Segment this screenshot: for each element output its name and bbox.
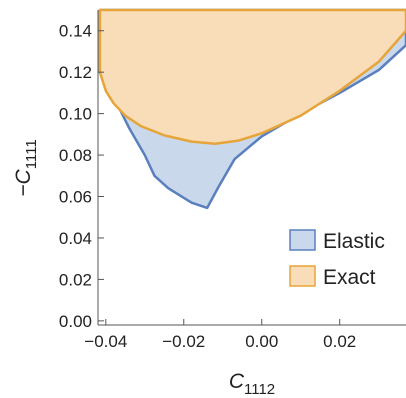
x-tick-label: 0.00 bbox=[245, 332, 278, 351]
y-tick-label: 0.12 bbox=[59, 63, 92, 82]
y-tick-label: 0.08 bbox=[59, 146, 92, 165]
y-tick-label: 0.04 bbox=[59, 229, 92, 248]
y-tick-label: 0.06 bbox=[59, 188, 92, 207]
legend: Elastic Exact bbox=[289, 229, 385, 289]
x-axis-label: C1112 bbox=[229, 370, 275, 398]
legend-label-exact: Exact bbox=[323, 266, 376, 289]
legend-swatch-exact bbox=[289, 265, 316, 287]
legend-label-elastic: Elastic bbox=[323, 230, 385, 253]
x-ticks: −0.04 −0.02 0.00 0.02 bbox=[84, 319, 356, 351]
region-exact bbox=[98, 8, 406, 145]
x-tick-label: −0.02 bbox=[162, 332, 205, 351]
y-axis-label: −C1111 bbox=[12, 139, 40, 196]
legend-swatch-elastic bbox=[289, 229, 316, 251]
y-tick-label: 0.14 bbox=[59, 22, 92, 41]
x-tick-label: 0.02 bbox=[323, 332, 356, 351]
region-layer bbox=[98, 8, 406, 210]
y-tick-label: 0.02 bbox=[59, 270, 92, 289]
y-tick-label: 0.10 bbox=[59, 105, 92, 124]
y-ticks: 0.00 0.02 0.04 0.06 0.08 0.10 0.12 0.14 bbox=[59, 22, 104, 331]
y-tick-label: 0.00 bbox=[59, 312, 92, 331]
x-tick-label: −0.04 bbox=[84, 332, 127, 351]
axes-layer bbox=[97, 10, 406, 326]
